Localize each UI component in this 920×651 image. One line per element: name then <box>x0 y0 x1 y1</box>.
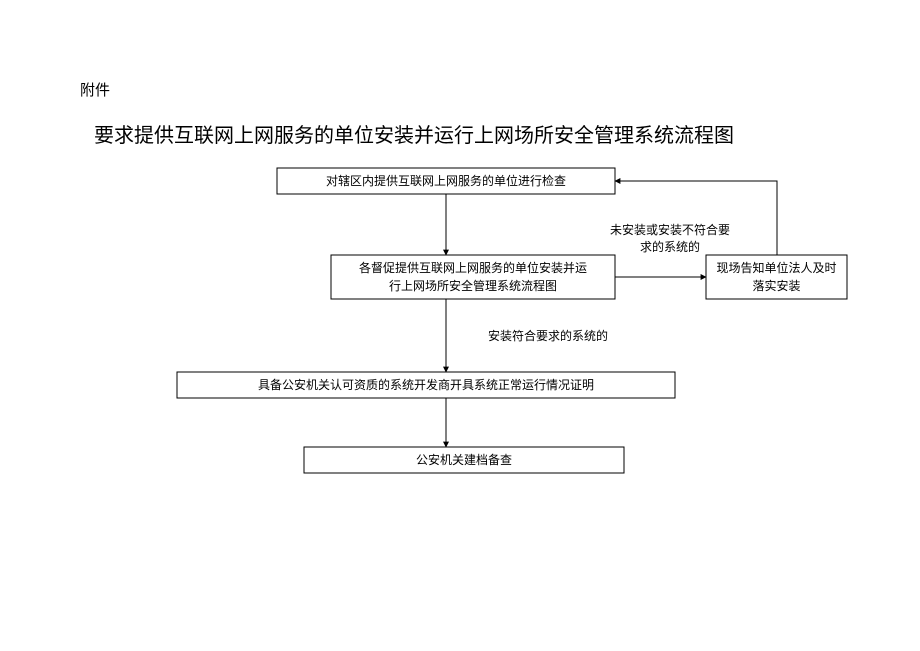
flow-node-text-n4: 具备公安机关认可资质的系统开发商开具系统正常运行情况证明 <box>177 372 675 398</box>
flow-node-text-n2: 各督促提供互联网上网服务的单位安装并运行上网场所安全管理系统流程图 <box>331 255 615 299</box>
flow-edge-label-2: 未安装或安装不符合要 求的系统的 <box>595 222 745 256</box>
flow-edge-label-1: 安装符合要求的系统的 <box>468 328 628 345</box>
flow-node-text-n3: 现场告知单位法人及时落实安装 <box>706 255 847 299</box>
page-root: 附件 要求提供互联网上网服务的单位安装并运行上网场所安全管理系统流程图 对辖区内… <box>0 0 920 651</box>
flowchart-svg <box>0 0 920 651</box>
flow-node-text-n1: 对辖区内提供互联网上网服务的单位进行检查 <box>277 168 615 194</box>
flow-node-text-n5: 公安机关建档备查 <box>304 447 624 473</box>
